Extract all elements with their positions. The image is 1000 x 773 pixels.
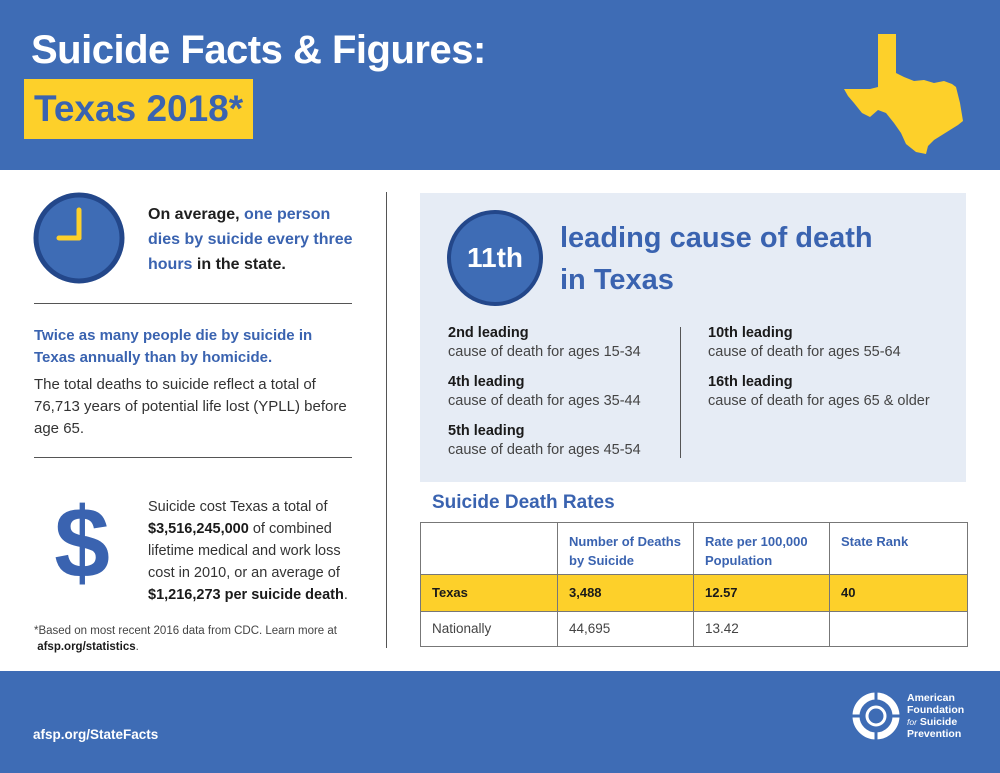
column-header: State Rank [829, 522, 968, 575]
cause-rank: 2nd leading [448, 325, 529, 341]
cause-description: cause of death for ages 55-64 [708, 344, 901, 360]
table-cell: 3,488 [557, 574, 694, 612]
cause-description: cause of death for ages 15-34 [448, 344, 641, 360]
footnote-text: *Based on most recent 2016 data from CDC… [34, 625, 337, 637]
cause-rank: 5th leading [448, 423, 525, 439]
org-line2: Foundation [907, 704, 965, 716]
cost-pre-text: Suicide cost Texas a total of [148, 499, 328, 515]
table-cell: Nationally [420, 611, 558, 647]
statistics-link[interactable]: afsp.org/statistics [37, 641, 136, 653]
footnote-end: . [135, 641, 139, 653]
table-row: Nationally 44,695 13.42 [420, 611, 968, 647]
table-header-row: Number of Deaths by Suicide Rate per 100… [420, 522, 968, 575]
org-line4: Prevention [907, 728, 962, 740]
divider [34, 303, 352, 304]
ypll-text: The total deaths to suicide reflect a to… [34, 376, 347, 437]
org-line3: Suicide [919, 716, 958, 728]
ranking-title-line2: in Texas [560, 264, 674, 296]
cause-description: cause of death for ages 45-54 [448, 442, 641, 458]
footnote: *Based on most recent 2016 data from CDC… [34, 623, 364, 655]
cause-item: 5th leading cause of death for ages 45-5… [448, 422, 688, 460]
cost-mid-text: of combined lifetime medical and work lo… [148, 521, 341, 581]
table-cell: 40 [829, 574, 968, 612]
header-banner: Suicide Facts & Figures: Texas 2018* [0, 0, 1000, 170]
ranking-title: leading cause of death in Texas [560, 217, 920, 301]
rates-table: Number of Deaths by Suicide Rate per 100… [420, 522, 968, 647]
cost-total: $3,516,245,000 [148, 521, 249, 537]
average-death-statement: On average, one person dies by suicide e… [148, 202, 363, 277]
texas-map-icon [844, 34, 963, 154]
table-row: Texas 3,488 12.57 40 [420, 574, 968, 612]
cost-post-text: . [343, 587, 348, 603]
page-subtitle: Texas 2018* [34, 88, 244, 129]
org-line1: American [907, 692, 955, 704]
state-facts-link[interactable]: afsp.org/StateFacts [33, 727, 159, 742]
cause-description: cause of death for ages 65 & older [708, 393, 930, 409]
cost-average: $1,216,273 per suicide death [148, 587, 344, 603]
cause-rank: 10th leading [708, 325, 793, 341]
table-cell [829, 611, 968, 647]
rank-badge: 11th [447, 210, 543, 306]
footer-banner [0, 671, 1000, 773]
table-cell: 44,695 [557, 611, 694, 647]
cost-statement: Suicide cost Texas a total of $3,516,245… [148, 496, 363, 606]
column-divider [386, 192, 387, 648]
cause-item: 4th leading cause of death for ages 35-4… [448, 373, 688, 411]
afsp-logo-icon [852, 692, 900, 740]
org-for: for [907, 717, 917, 727]
ranking-title-line1: leading cause of death [560, 222, 873, 254]
cause-item: 2nd leading cause of death for ages 15-3… [448, 324, 688, 362]
avg-pre-text: On average, [148, 206, 245, 223]
column-header: Number of Deaths by Suicide [557, 522, 694, 575]
avg-post-text: in the state. [192, 256, 286, 273]
divider [34, 457, 352, 458]
dollar-icon: $ [54, 487, 110, 599]
cause-rank: 4th leading [448, 374, 525, 390]
avg-highlight-text: one person dies by suicide every three h… [148, 206, 353, 273]
column-header [420, 522, 558, 575]
subtitle-highlight: Texas 2018* [24, 79, 254, 139]
table-cell: 12.57 [693, 574, 830, 612]
table-cell: 13.42 [693, 611, 830, 647]
cause-item: 16th leading cause of death for ages 65 … [708, 373, 958, 411]
column-header: Rate per 100,000 Population [693, 522, 830, 575]
afsp-logo-text: American Foundation for Suicide Preventi… [907, 692, 987, 740]
panel-divider [680, 327, 681, 458]
homicide-comparison-heading: Twice as many people die by suicide in T… [34, 327, 313, 366]
rates-title: Suicide Death Rates [432, 492, 615, 513]
clock-icon [33, 192, 125, 284]
cause-description: cause of death for ages 35-44 [448, 393, 641, 409]
cause-item: 10th leading cause of death for ages 55-… [708, 324, 948, 362]
cause-rank: 16th leading [708, 374, 793, 390]
page-title: Suicide Facts & Figures: [31, 28, 486, 72]
table-cell: Texas [420, 574, 558, 612]
